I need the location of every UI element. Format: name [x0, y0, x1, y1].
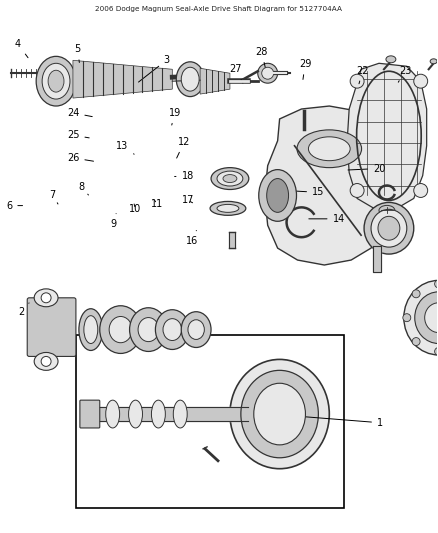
Circle shape: [350, 183, 364, 197]
Circle shape: [414, 183, 427, 197]
Ellipse shape: [34, 289, 58, 307]
Ellipse shape: [254, 383, 305, 445]
Ellipse shape: [210, 201, 246, 215]
Ellipse shape: [217, 171, 243, 186]
Ellipse shape: [42, 63, 70, 99]
Ellipse shape: [173, 400, 187, 428]
Circle shape: [434, 348, 438, 356]
Ellipse shape: [211, 168, 249, 190]
Text: 1: 1: [283, 415, 383, 428]
FancyBboxPatch shape: [27, 298, 76, 357]
Text: 7: 7: [49, 190, 58, 204]
Circle shape: [414, 74, 427, 88]
Text: 29: 29: [299, 59, 311, 79]
Ellipse shape: [404, 280, 438, 355]
Ellipse shape: [188, 320, 205, 340]
Text: 12: 12: [177, 137, 191, 158]
Circle shape: [41, 293, 51, 303]
Ellipse shape: [84, 316, 98, 343]
Text: 2006 Dodge Magnum Seal-Axle Drive Shaft Diagram for 5127704AA: 2006 Dodge Magnum Seal-Axle Drive Shaft …: [95, 6, 343, 12]
Polygon shape: [200, 68, 230, 94]
Ellipse shape: [36, 56, 76, 106]
Ellipse shape: [181, 312, 211, 348]
Text: 5: 5: [74, 44, 81, 62]
Text: 9: 9: [111, 214, 117, 229]
Ellipse shape: [364, 203, 414, 254]
Ellipse shape: [163, 319, 182, 341]
Text: 24: 24: [67, 108, 92, 118]
Ellipse shape: [217, 204, 239, 212]
Text: 15: 15: [274, 188, 325, 197]
Text: 22: 22: [357, 66, 369, 84]
Circle shape: [258, 63, 278, 83]
Ellipse shape: [308, 137, 350, 160]
Text: 6: 6: [6, 200, 22, 211]
Ellipse shape: [48, 70, 64, 92]
Ellipse shape: [138, 318, 159, 342]
Ellipse shape: [259, 169, 297, 221]
Text: 4: 4: [15, 39, 28, 58]
Circle shape: [350, 74, 364, 88]
Ellipse shape: [109, 317, 132, 343]
Text: 27: 27: [229, 64, 243, 83]
Polygon shape: [265, 106, 387, 265]
Circle shape: [412, 337, 420, 345]
Circle shape: [41, 357, 51, 366]
Text: 2: 2: [18, 303, 29, 317]
Ellipse shape: [297, 130, 362, 168]
Text: 11: 11: [151, 199, 163, 209]
Ellipse shape: [430, 59, 437, 64]
Polygon shape: [73, 60, 172, 98]
Text: 23: 23: [398, 66, 411, 82]
Ellipse shape: [181, 67, 199, 91]
Ellipse shape: [230, 359, 329, 469]
Ellipse shape: [425, 303, 438, 333]
Bar: [76, 335, 344, 508]
Circle shape: [262, 67, 274, 79]
Circle shape: [412, 290, 420, 298]
Ellipse shape: [100, 306, 141, 353]
Ellipse shape: [378, 216, 400, 240]
FancyBboxPatch shape: [80, 400, 100, 428]
Ellipse shape: [79, 309, 103, 351]
Circle shape: [434, 280, 438, 288]
Text: 16: 16: [186, 230, 198, 246]
Ellipse shape: [129, 400, 142, 428]
Text: 3: 3: [138, 55, 170, 82]
Text: 28: 28: [255, 47, 268, 68]
Text: 8: 8: [79, 182, 88, 195]
Ellipse shape: [415, 292, 438, 343]
Text: 18: 18: [175, 172, 194, 181]
Ellipse shape: [371, 209, 407, 247]
Ellipse shape: [267, 179, 289, 212]
Text: 14: 14: [309, 214, 345, 224]
Text: 17: 17: [181, 195, 194, 205]
Ellipse shape: [155, 310, 189, 350]
Ellipse shape: [176, 62, 204, 96]
Text: 20: 20: [348, 164, 385, 174]
Circle shape: [403, 314, 411, 321]
Ellipse shape: [241, 370, 318, 458]
Text: 26: 26: [67, 153, 94, 163]
Text: 25: 25: [67, 130, 89, 140]
Ellipse shape: [106, 400, 120, 428]
Text: 13: 13: [116, 141, 134, 154]
Ellipse shape: [34, 352, 58, 370]
Ellipse shape: [379, 205, 395, 215]
Ellipse shape: [152, 400, 165, 428]
Text: 19: 19: [169, 108, 181, 125]
Text: 10: 10: [129, 204, 141, 214]
Ellipse shape: [386, 56, 396, 63]
Ellipse shape: [130, 308, 167, 351]
Ellipse shape: [223, 175, 237, 182]
Polygon shape: [347, 63, 427, 208]
